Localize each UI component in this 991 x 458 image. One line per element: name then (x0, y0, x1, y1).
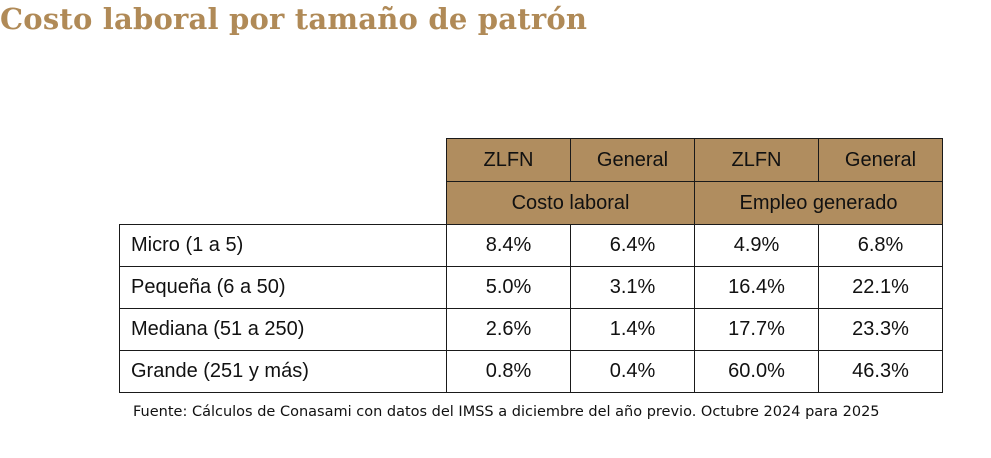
header-empty-cell (120, 139, 447, 182)
cell-zlfn-employment: 60.0% (694, 350, 819, 393)
table-row: Micro (1 a 5) 8.4% 6.4% 4.9% 6.8% (119, 224, 943, 267)
cell-general-employment: 23.3% (818, 308, 943, 351)
header-general-employment: General (818, 138, 943, 182)
page-title: Costo laboral por tamaño de patrón (0, 2, 588, 36)
cell-zlfn-employment: 4.9% (694, 224, 819, 267)
cell-zlfn-employment: 17.7% (694, 308, 819, 351)
cell-zlfn-cost: 0.8% (446, 350, 571, 393)
header-general-cost: General (570, 138, 695, 182)
header-row-zones: ZLFN General ZLFN General (120, 138, 943, 182)
cell-zlfn-cost: 5.0% (446, 266, 571, 309)
cell-general-cost: 1.4% (570, 308, 695, 351)
header-row-groups: Costo laboral Empleo generado (120, 181, 943, 225)
row-label: Micro (1 a 5) (119, 224, 447, 267)
cell-zlfn-cost: 2.6% (446, 308, 571, 351)
table-row: Grande (251 y más) 0.8% 0.4% 60.0% 46.3% (119, 350, 943, 393)
source-note: Fuente: Cálculos de Conasami con datos d… (133, 404, 880, 420)
table-row: Mediana (51 a 250) 2.6% 1.4% 17.7% 23.3% (119, 308, 943, 351)
cell-general-employment: 46.3% (818, 350, 943, 393)
header-empleo-generado: Empleo generado (694, 181, 943, 225)
cell-zlfn-employment: 16.4% (694, 266, 819, 309)
header-costo-laboral: Costo laboral (446, 181, 695, 225)
header-empty-cell (120, 182, 447, 225)
cost-table: ZLFN General ZLFN General Costo laboral … (119, 138, 943, 393)
header-zlfn-employment: ZLFN (694, 138, 819, 182)
row-label: Grande (251 y más) (119, 350, 447, 393)
cell-general-employment: 22.1% (818, 266, 943, 309)
row-label: Mediana (51 a 250) (119, 308, 447, 351)
cell-general-employment: 6.8% (818, 224, 943, 267)
cell-general-cost: 6.4% (570, 224, 695, 267)
header-zlfn-cost: ZLFN (446, 138, 571, 182)
cell-zlfn-cost: 8.4% (446, 224, 571, 267)
row-label: Pequeña (6 a 50) (119, 266, 447, 309)
cell-general-cost: 0.4% (570, 350, 695, 393)
cell-general-cost: 3.1% (570, 266, 695, 309)
table-row: Pequeña (6 a 50) 5.0% 3.1% 16.4% 22.1% (119, 266, 943, 309)
